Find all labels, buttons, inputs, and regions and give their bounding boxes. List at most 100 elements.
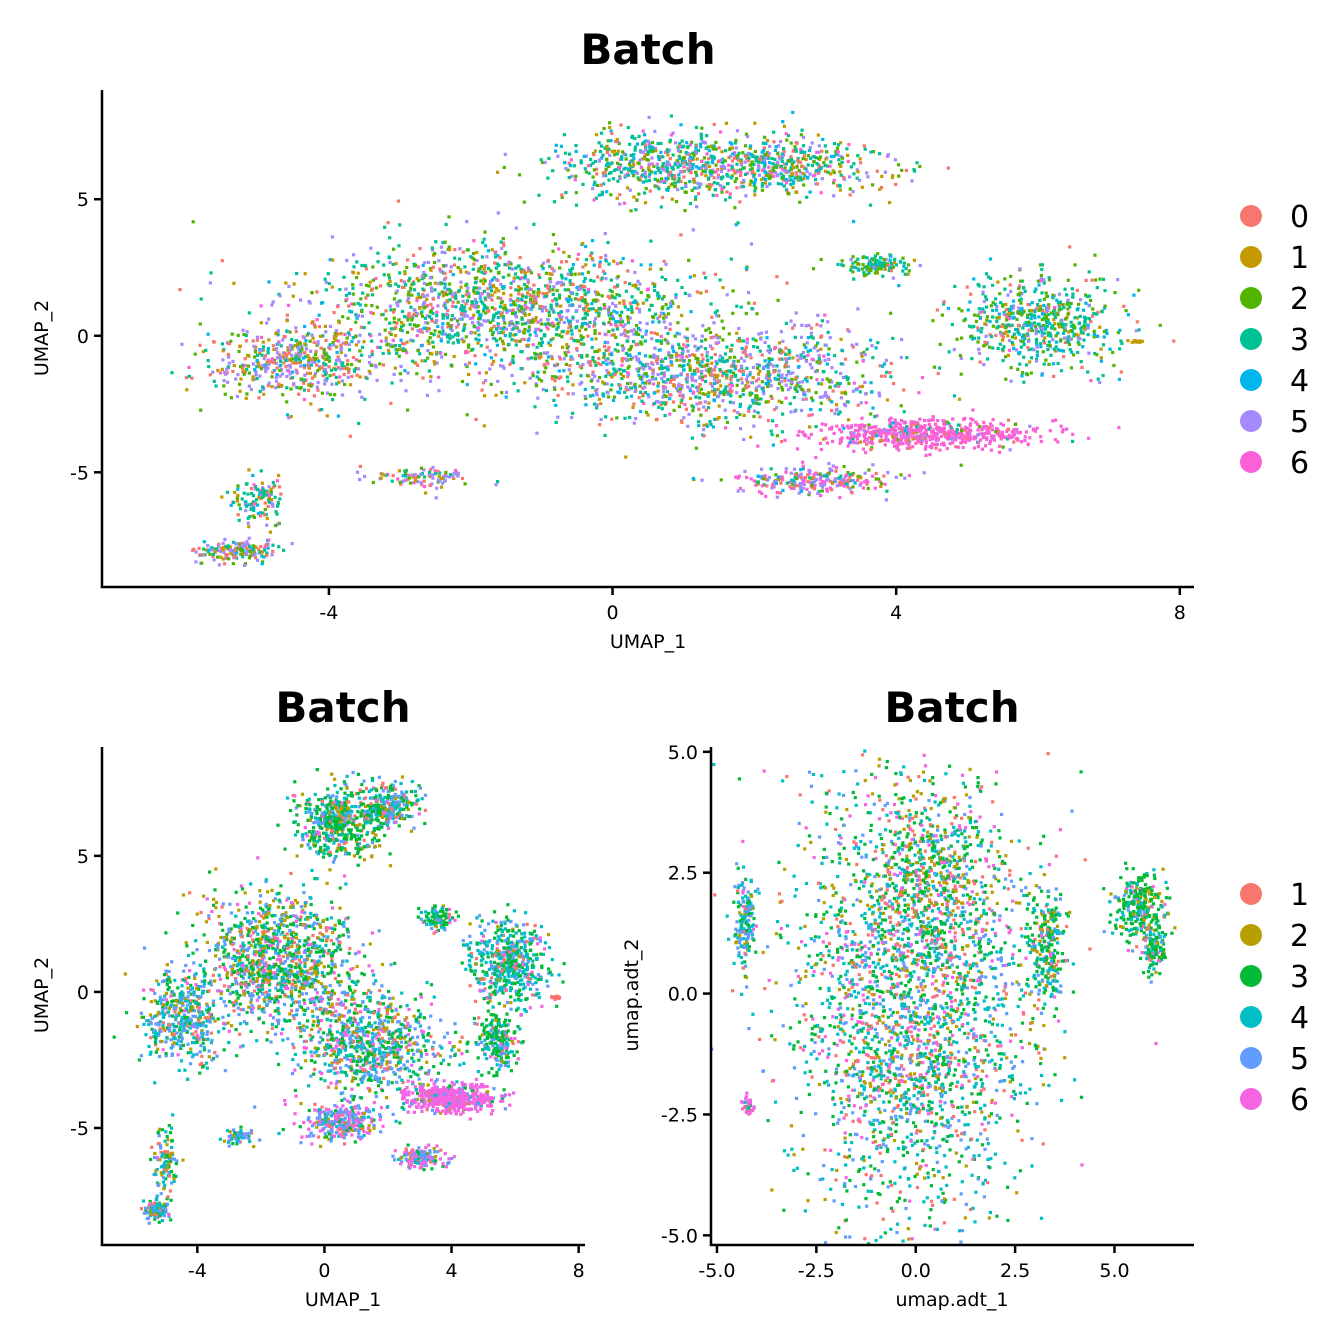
data-point [699, 134, 703, 138]
data-point [730, 343, 734, 347]
data-point [824, 391, 828, 395]
data-point [626, 173, 630, 177]
data-point [776, 387, 780, 391]
data-point [334, 329, 338, 333]
data-point [311, 336, 315, 340]
data-point [280, 383, 284, 388]
data-point [695, 173, 699, 178]
data-point [817, 354, 821, 358]
data-point [441, 329, 445, 333]
data-point [519, 270, 524, 274]
data-point [734, 138, 738, 142]
data-point [552, 386, 556, 390]
data-point [620, 359, 624, 363]
data-point [618, 367, 622, 371]
data-point [1018, 362, 1022, 366]
data-point [290, 338, 294, 342]
data-point [692, 186, 696, 190]
data-point [680, 351, 684, 356]
data-point [717, 314, 721, 318]
data-point [599, 417, 603, 422]
data-point [1033, 310, 1037, 314]
data-point [527, 313, 531, 317]
data-point [1040, 263, 1044, 267]
data-point [637, 162, 641, 166]
data-point [950, 322, 954, 327]
data-point [398, 271, 402, 275]
data-point [591, 358, 595, 362]
data-point [760, 188, 764, 192]
data-point [741, 392, 745, 397]
data-point [1056, 361, 1060, 366]
data-point [1022, 355, 1026, 359]
data-point [707, 367, 711, 371]
data-point [692, 180, 696, 184]
data-point [756, 372, 761, 376]
data-point [281, 355, 285, 359]
data-point [801, 397, 805, 401]
data-point [545, 291, 549, 295]
data-point [778, 357, 782, 361]
data-point [772, 347, 777, 351]
data-point [514, 333, 518, 337]
data-point [698, 391, 702, 395]
data-point [407, 290, 411, 294]
data-point [621, 356, 625, 361]
data-point [623, 280, 627, 285]
data-point [621, 324, 625, 329]
data-point [583, 285, 587, 289]
data-point [571, 383, 575, 387]
data-point [762, 392, 766, 396]
data-point [795, 389, 799, 393]
data-point [425, 314, 429, 318]
data-point [653, 146, 658, 150]
data-point [550, 375, 554, 379]
data-point [1086, 326, 1090, 330]
data-point [1038, 298, 1042, 302]
data-point [721, 359, 725, 363]
data-point [355, 260, 359, 264]
data-point [1076, 307, 1080, 311]
data-point [644, 332, 648, 336]
data-point [665, 148, 669, 152]
data-point [696, 369, 700, 373]
data-point [465, 364, 469, 369]
data-point [697, 424, 701, 428]
data-point [753, 149, 757, 154]
data-point [522, 283, 527, 287]
data-point [395, 289, 399, 293]
data-point [610, 375, 614, 379]
data-point [799, 150, 803, 155]
data-point [401, 341, 405, 346]
data-point [247, 311, 251, 315]
data-point [703, 364, 707, 368]
data-point [769, 429, 773, 433]
data-point [564, 353, 568, 357]
data-point [686, 167, 690, 171]
data-point [357, 340, 361, 344]
data-point [591, 307, 595, 311]
data-point [672, 349, 676, 353]
data-point [439, 245, 443, 249]
data-point [236, 333, 240, 337]
data-point [814, 178, 818, 182]
data-point [663, 366, 667, 370]
data-point [701, 357, 705, 361]
data-point [1004, 326, 1008, 330]
data-point [688, 389, 692, 393]
data-point [972, 324, 976, 328]
data-point [458, 247, 462, 251]
data-point [983, 295, 988, 299]
data-point [529, 320, 533, 324]
data-point [244, 339, 249, 343]
data-point [308, 339, 312, 343]
data-point [488, 367, 492, 371]
data-point [770, 156, 774, 161]
data-point [415, 312, 419, 316]
data-point [735, 304, 739, 308]
data-point [837, 158, 841, 162]
data-point [762, 161, 766, 165]
data-point [489, 280, 493, 284]
data-point [574, 174, 578, 178]
data-point [989, 304, 993, 308]
